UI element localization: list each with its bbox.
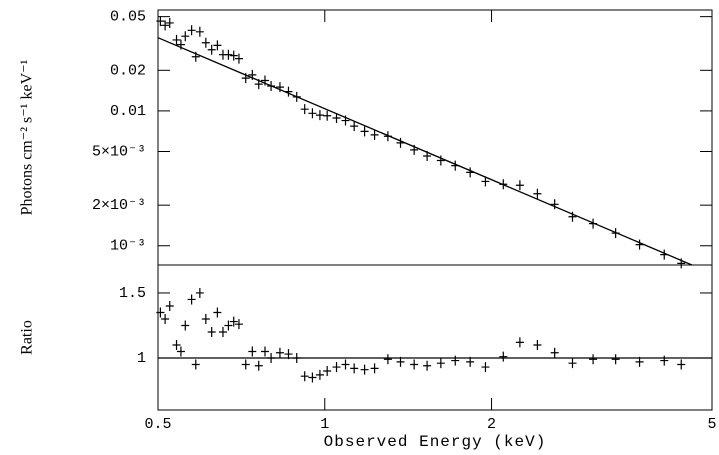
- data-point: [275, 347, 284, 358]
- x-tick-label: 1: [320, 416, 329, 433]
- data-point: [181, 320, 190, 331]
- y-axis-label: Ratio: [19, 320, 36, 355]
- data-point: [323, 110, 332, 121]
- data-point: [161, 20, 170, 31]
- data-point: [213, 40, 222, 51]
- data-point: [165, 17, 174, 28]
- y-tick-label: 1: [137, 350, 146, 367]
- data-point: [360, 126, 369, 137]
- data-point: [360, 364, 369, 375]
- data-point: [423, 360, 432, 371]
- data-point: [677, 359, 686, 370]
- data-point: [332, 362, 341, 373]
- data-point: [315, 369, 324, 380]
- data-point: [229, 316, 238, 327]
- data-point: [218, 326, 227, 337]
- data-point: [436, 155, 445, 166]
- data-point: [635, 239, 644, 250]
- data-point: [589, 354, 598, 365]
- data-point: [195, 26, 204, 37]
- x-tick-label: 2: [487, 416, 496, 433]
- data-point: [550, 199, 559, 210]
- data-point: [308, 372, 317, 383]
- data-point: [481, 362, 490, 373]
- data-point: [451, 355, 460, 366]
- y-tick-label: 0.02: [110, 62, 146, 79]
- data-point: [341, 359, 350, 370]
- data-point: [300, 371, 309, 382]
- data-point: [410, 359, 419, 370]
- data-point: [224, 320, 233, 331]
- data-point: [323, 365, 332, 376]
- data-point: [187, 294, 196, 305]
- data-point: [156, 307, 165, 318]
- data-point: [229, 50, 238, 61]
- data-point: [350, 121, 359, 132]
- data-point: [191, 359, 200, 370]
- y-tick-label: 0.05: [110, 9, 146, 26]
- data-point: [332, 112, 341, 123]
- data-point: [436, 358, 445, 369]
- data-point: [370, 363, 379, 374]
- x-tick-label: 5: [707, 416, 716, 433]
- data-point: [213, 307, 222, 318]
- data-point: [248, 346, 257, 357]
- plot-frame: [157, 264, 713, 411]
- y-tick-label: 5×10⁻³: [92, 143, 146, 160]
- data-point: [300, 104, 309, 115]
- data-point: [515, 337, 524, 348]
- data-point: [499, 351, 508, 362]
- data-point: [161, 313, 170, 324]
- data-point: [350, 363, 359, 374]
- data-point: [207, 326, 216, 337]
- data-point: [172, 34, 181, 45]
- data-point: [207, 44, 216, 55]
- plot-frame: [157, 9, 713, 266]
- model-line: [157, 37, 693, 266]
- data-point: [241, 359, 250, 370]
- data-point: [533, 339, 542, 350]
- data-point: [181, 31, 190, 42]
- data-point: [254, 360, 263, 371]
- data-point: [383, 354, 392, 365]
- data-point: [533, 188, 542, 199]
- y-tick-label: 0.01: [110, 103, 146, 120]
- data-point: [201, 313, 210, 324]
- x-axis-label: Observed Energy (keV): [324, 433, 547, 451]
- data-point: [396, 137, 405, 148]
- data-point: [195, 287, 204, 298]
- y-tick-label: 2×10⁻³: [92, 197, 146, 214]
- data-point: [234, 53, 243, 64]
- y-axis-label: Photons cm⁻² s⁻¹ keV⁻¹: [19, 59, 36, 215]
- data-point: [660, 355, 669, 366]
- data-point: [201, 37, 210, 48]
- data-point: [611, 354, 620, 365]
- data-point: [308, 108, 317, 119]
- data-point: [187, 25, 196, 36]
- data-point: [172, 339, 181, 350]
- data-point: [550, 347, 559, 358]
- data-point: [481, 176, 490, 187]
- data-point: [515, 180, 524, 191]
- data-point: [260, 346, 269, 357]
- data-point: [165, 300, 174, 311]
- data-point: [176, 346, 185, 357]
- data-point: [370, 129, 379, 140]
- data-point: [568, 358, 577, 369]
- y-tick-label: 10⁻³: [110, 238, 146, 255]
- x-tick-label: 0.5: [144, 416, 171, 433]
- y-tick-label: 1.5: [119, 285, 146, 302]
- data-point: [275, 82, 284, 93]
- data-point: [224, 49, 233, 60]
- data-point: [234, 319, 243, 330]
- data-point: [315, 110, 324, 121]
